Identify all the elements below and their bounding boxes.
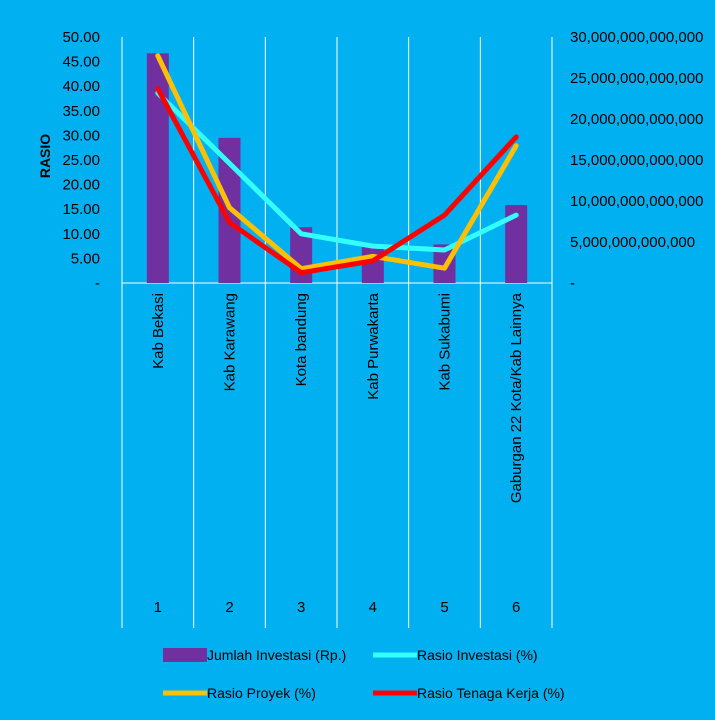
category-label: Kota bandung	[293, 293, 310, 386]
series-line	[155, 86, 519, 276]
investment-bar	[361, 244, 384, 283]
category-number: 4	[369, 599, 377, 616]
category-label: Kab Purwakarta	[365, 292, 382, 399]
left-axis-tick-label: 25.00	[62, 152, 100, 169]
category-label: Kab Sukabumi	[437, 293, 454, 391]
legend-label: Jumlah Investasi (Rp.)	[207, 647, 346, 663]
investment-bar	[146, 53, 169, 284]
legend: Jumlah Investasi (Rp.) Rasio Investasi (%…	[163, 647, 565, 701]
legend-label: Rasio Investasi (%)	[417, 647, 538, 663]
left-axis-ticks: - 5.00 10.00 15.00 20.00 25.00 30.00 35.00 40.00…	[62, 29, 100, 292]
investment-bar	[505, 205, 528, 283]
left-axis-tick-label: 45.00	[62, 54, 100, 71]
left-axis-tick-label: 15.00	[62, 201, 100, 218]
left-axis-tick-label: -	[95, 275, 100, 292]
category-number: 2	[225, 599, 233, 616]
gridlines	[121, 37, 553, 628]
right-axis-tick-label: 15,000,000,000,000	[570, 152, 703, 169]
right-axis-tick-label: -	[570, 275, 575, 292]
y-axis-label: RASIO	[37, 134, 53, 178]
category-label: Kab Karawang	[222, 293, 239, 391]
right-axis-tick-label: 30,000,000,000,000	[570, 29, 703, 46]
right-axis-tick-label: 5,000,000,000,000	[570, 234, 695, 251]
category-number: 3	[297, 599, 305, 616]
legend-swatch	[163, 648, 207, 662]
legend-label: Rasio Proyek (%)	[207, 685, 316, 701]
right-axis-tick-label: 25,000,000,000,000	[570, 70, 703, 87]
legend-label: Rasio Tenaga Kerja (%)	[417, 685, 565, 701]
category-label: Kab Bekasi	[150, 293, 167, 369]
category-labels: Kab Bekasi Kab Karawang Kota bandung Kab Pu…	[150, 292, 525, 503]
left-axis-tick-label: 20.00	[62, 177, 100, 194]
left-axis-tick-label: 30.00	[62, 127, 100, 144]
category-label: Gaburgan 22 Kota/Kab Lainnya	[508, 292, 525, 503]
right-axis-tick-label: 10,000,000,000,000	[570, 193, 703, 210]
category-number: 5	[440, 599, 448, 616]
line-series-group	[155, 53, 519, 276]
category-number: 1	[154, 599, 162, 616]
left-axis-tick-label: 5.00	[71, 250, 100, 267]
right-axis-tick-label: 20,000,000,000,000	[570, 111, 703, 128]
category-number: 6	[512, 599, 520, 616]
left-axis-tick-label: 50.00	[62, 29, 100, 46]
left-axis-tick-label: 10.00	[62, 226, 100, 243]
right-axis-ticks: - 5,000,000,000,000 10,000,000,000,000 15,0…	[570, 29, 703, 292]
left-axis-tick-label: 35.00	[62, 103, 100, 120]
left-axis-tick-label: 40.00	[62, 78, 100, 95]
category-numbers: 1 2 3 4 5 6	[154, 599, 521, 616]
series-line	[155, 53, 519, 272]
